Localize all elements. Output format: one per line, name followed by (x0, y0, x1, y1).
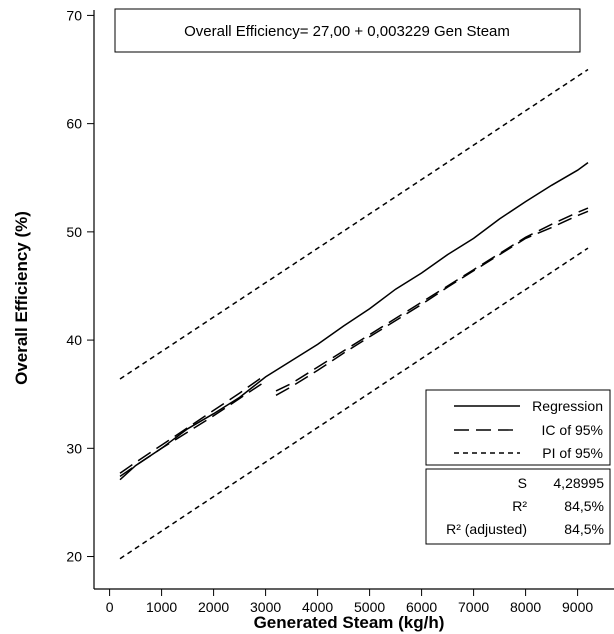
x-tick-label: 9000 (562, 599, 593, 615)
x-tick-label: 7000 (458, 599, 489, 615)
legend-label-ic: IC of 95% (542, 422, 603, 438)
x-tick-label: 5000 (354, 599, 385, 615)
stat-value-s: 4,28995 (553, 475, 604, 491)
y-tick-label: 60 (66, 116, 82, 132)
x-tick-label: 6000 (406, 599, 437, 615)
x-tick-label: 3000 (250, 599, 281, 615)
legend-label-pi: PI of 95% (542, 445, 603, 461)
stat-value-r2-adjusted: 84,5% (564, 521, 604, 537)
x-tick-label: 1000 (146, 599, 177, 615)
stat-label-r2: R² (512, 498, 527, 514)
series-longdash-line-1-3 (275, 207, 589, 392)
stats-frame (425, 468, 611, 545)
series-longdash-line-1-1 (275, 210, 589, 396)
x-axis-label: Generated Steam (kg/h) (254, 613, 445, 632)
stat-value-r2: 84,5% (564, 498, 604, 514)
series-shortdash-line-2-0 (119, 68, 589, 380)
stat-label-s: S (518, 475, 527, 491)
series-layer (119, 68, 589, 560)
equation-box: Overall Efficiency= 27,00 + 0,003229 Gen… (114, 8, 581, 53)
stats-box: S 4,28995 R² 84,5% R² (adjusted) 84,5% (425, 468, 611, 545)
y-tick-label: 50 (66, 224, 82, 240)
x-tick-label: 0 (106, 599, 114, 615)
regression-equation: Overall Efficiency= 27,00 + 0,003229 Gen… (184, 23, 510, 40)
y-tick-label: 70 (66, 7, 82, 23)
axes (93, 10, 614, 590)
x-tick-label: 2000 (198, 599, 229, 615)
legend-label-regression: Regression (532, 398, 603, 414)
y-tick-label: 40 (66, 332, 82, 348)
series-longdash-line-1-2 (119, 380, 267, 478)
x-tick-label: 8000 (510, 599, 541, 615)
series-solid-line-0-0 (119, 161, 589, 481)
x-tick-label: 4000 (302, 599, 333, 615)
series-longdash-line-1-0 (119, 374, 267, 474)
equation-box-frame (114, 8, 581, 53)
series-shortdash-line-2-1 (119, 247, 589, 560)
y-ticks: 20 30 40 50 60 70 (66, 7, 94, 565)
y-axis-label: Overall Efficiency (%) (12, 211, 31, 385)
y-tick-label: 20 (66, 549, 82, 565)
x-ticks: 0 1000 2000 3000 4000 5000 6000 7000 8000 9000 (106, 589, 593, 615)
y-tick-label: 30 (66, 440, 82, 456)
stat-label-r2-adjusted: R² (adjusted) (446, 521, 527, 537)
legend: Regression IC of 95% PI of 95% (425, 389, 611, 466)
